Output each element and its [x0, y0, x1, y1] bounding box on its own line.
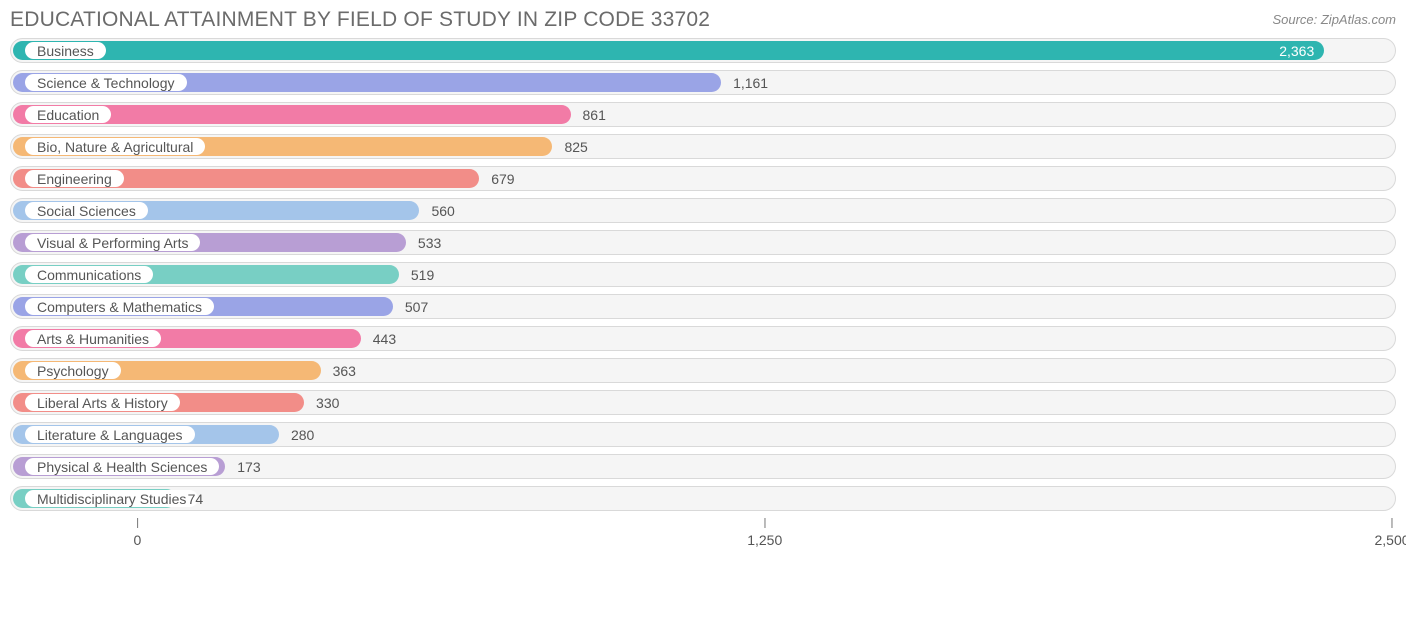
value-label: 74: [180, 487, 212, 510]
value-label: 861: [575, 103, 614, 126]
axis-tick: 0: [134, 518, 142, 548]
value-label: 519: [403, 263, 442, 286]
bar-track: Psychology 363: [10, 358, 1396, 383]
value-label: 363: [325, 359, 364, 382]
category-pill: Communications: [25, 266, 153, 283]
bar-track: Communications 519: [10, 262, 1396, 287]
bar-row: Science & Technology 1,161: [10, 70, 1396, 95]
chart-header: EDUCATIONAL ATTAINMENT BY FIELD OF STUDY…: [10, 8, 1396, 32]
bar-row: Visual & Performing Arts 533: [10, 230, 1396, 255]
category-pill: Education: [25, 106, 111, 123]
bar-track: Engineering 679: [10, 166, 1396, 191]
chart-source: Source: ZipAtlas.com: [1272, 12, 1396, 27]
bar-track: Literature & Languages 280: [10, 422, 1396, 447]
category-pill: Bio, Nature & Agricultural: [25, 138, 205, 155]
category-pill: Engineering: [25, 170, 124, 187]
category-pill: Literature & Languages: [25, 426, 195, 443]
bar-row: Business 2,363: [10, 38, 1396, 63]
value-label: 825: [556, 135, 595, 158]
bar-track: Social Sciences 560: [10, 198, 1396, 223]
tick-line: [764, 518, 765, 528]
bar-row: Computers & Mathematics 507: [10, 294, 1396, 319]
value-label: 533: [410, 231, 449, 254]
category-pill: Multidisciplinary Studies: [25, 490, 198, 507]
bar-track: Liberal Arts & History 330: [10, 390, 1396, 415]
axis-tick: 2,500: [1374, 518, 1406, 548]
bar-track: Arts & Humanities 443: [10, 326, 1396, 351]
category-pill: Social Sciences: [25, 202, 148, 219]
bar-row: Multidisciplinary Studies74: [10, 486, 1396, 511]
bar-track: Business 2,363: [10, 38, 1396, 63]
tick-label: 2,500: [1374, 532, 1406, 548]
category-pill: Liberal Arts & History: [25, 394, 180, 411]
bar-row: Arts & Humanities 443: [10, 326, 1396, 351]
bar-row: Liberal Arts & History 330: [10, 390, 1396, 415]
category-pill: Visual & Performing Arts: [25, 234, 200, 251]
value-label: 280: [283, 423, 322, 446]
bar-track: Computers & Mathematics 507: [10, 294, 1396, 319]
bar-row: Psychology 363: [10, 358, 1396, 383]
bar-row: Physical & Health Sciences 173: [10, 454, 1396, 479]
bar-row: Education 861: [10, 102, 1396, 127]
value-label: 2,363: [1271, 39, 1322, 62]
chart-title: EDUCATIONAL ATTAINMENT BY FIELD OF STUDY…: [10, 8, 710, 32]
bar-row: Communications 519: [10, 262, 1396, 287]
tick-line: [1391, 518, 1392, 528]
value-label: 443: [365, 327, 404, 350]
category-pill: Science & Technology: [25, 74, 187, 91]
bar-row: Social Sciences 560: [10, 198, 1396, 223]
category-pill: Arts & Humanities: [25, 330, 161, 347]
category-pill: Business: [25, 42, 106, 59]
bar-row: Engineering 679: [10, 166, 1396, 191]
category-pill: Physical & Health Sciences: [25, 458, 219, 475]
tick-label: 1,250: [747, 532, 782, 548]
value-label: 173: [229, 455, 268, 478]
bar-track: Multidisciplinary Studies74: [10, 486, 1396, 511]
tick-line: [137, 518, 138, 528]
bar-row: Literature & Languages 280: [10, 422, 1396, 447]
tick-label: 0: [134, 532, 142, 548]
bar-track: Education 861: [10, 102, 1396, 127]
chart-body: Business 2,363 Science & Technology 1,161 Ed…: [10, 38, 1396, 548]
value-label: 560: [423, 199, 462, 222]
bar-track: Bio, Nature & Agricultural 825: [10, 134, 1396, 159]
value-label: 1,161: [725, 71, 776, 94]
bar-track: Science & Technology 1,161: [10, 70, 1396, 95]
value-label: 679: [483, 167, 522, 190]
bar-row: Bio, Nature & Agricultural 825: [10, 134, 1396, 159]
value-label: 507: [397, 295, 436, 318]
bar-fill: [13, 41, 1324, 60]
category-pill: Computers & Mathematics: [25, 298, 214, 315]
bar-track: Physical & Health Sciences 173: [10, 454, 1396, 479]
x-axis: 01,2502,500: [10, 518, 1396, 548]
category-pill: Psychology: [25, 362, 121, 379]
value-label: 330: [308, 391, 347, 414]
bar-track: Visual & Performing Arts 533: [10, 230, 1396, 255]
axis-tick: 1,250: [747, 518, 782, 548]
